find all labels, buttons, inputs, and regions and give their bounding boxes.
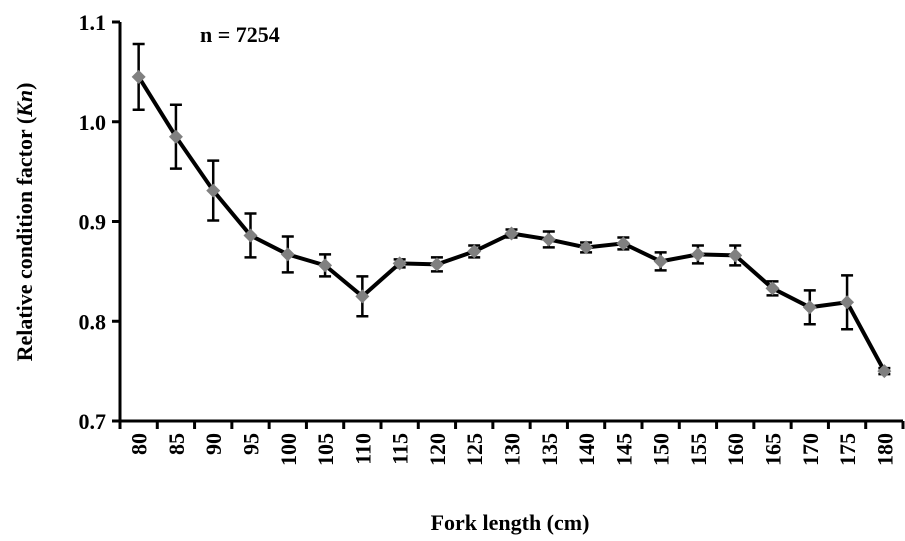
marker [616, 236, 631, 251]
marker [541, 232, 556, 247]
x-tick-label: 125 [462, 433, 487, 466]
x-tick-label: 110 [350, 433, 375, 465]
y-tick-label: 1.1 [79, 10, 107, 35]
marker [206, 183, 221, 198]
marker [318, 258, 333, 273]
marker [280, 247, 295, 262]
marker [243, 228, 258, 243]
x-tick-label: 95 [239, 433, 264, 455]
y-tick-label: 0.7 [79, 409, 107, 434]
marker [728, 248, 743, 263]
x-tick-label: 115 [388, 433, 413, 465]
x-tick-label: 140 [574, 433, 599, 466]
x-tick-label: 90 [201, 433, 226, 455]
marker [355, 289, 370, 304]
y-axis-label: Relative condition factor (Kn) [12, 83, 37, 362]
x-tick-label: 150 [649, 433, 674, 466]
marker [429, 257, 444, 272]
x-tick-label: 85 [164, 433, 189, 455]
x-tick-label: 120 [425, 433, 450, 466]
x-tick-label: 135 [537, 433, 562, 466]
marker [840, 295, 855, 310]
marker [131, 69, 146, 84]
y-tick-label: 1.0 [79, 110, 107, 135]
marker [765, 281, 780, 296]
x-tick-label: 175 [835, 433, 860, 466]
marker [168, 129, 183, 144]
y-tick-label: 0.8 [79, 309, 107, 334]
x-tick-label: 130 [500, 433, 525, 466]
x-tick-label: 170 [798, 433, 823, 466]
y-tick-label: 0.9 [79, 210, 107, 235]
annotation: n = 7254 [200, 22, 280, 47]
x-tick-label: 80 [127, 433, 152, 455]
marker [653, 254, 668, 269]
x-tick-label: 145 [611, 433, 636, 466]
x-tick-label: 100 [276, 433, 301, 466]
marker [392, 256, 407, 271]
marker [802, 300, 817, 315]
marker [504, 226, 519, 241]
marker [877, 364, 892, 379]
x-tick-label: 160 [723, 433, 748, 466]
x-tick-label: 165 [761, 433, 786, 466]
x-tick-label: 105 [313, 433, 338, 466]
x-tick-label: 155 [686, 433, 711, 466]
marker [579, 240, 594, 255]
x-axis-label: Fork length (cm) [431, 510, 590, 535]
marker [690, 247, 705, 262]
x-tick-label: 180 [872, 433, 897, 466]
marker [467, 244, 482, 259]
